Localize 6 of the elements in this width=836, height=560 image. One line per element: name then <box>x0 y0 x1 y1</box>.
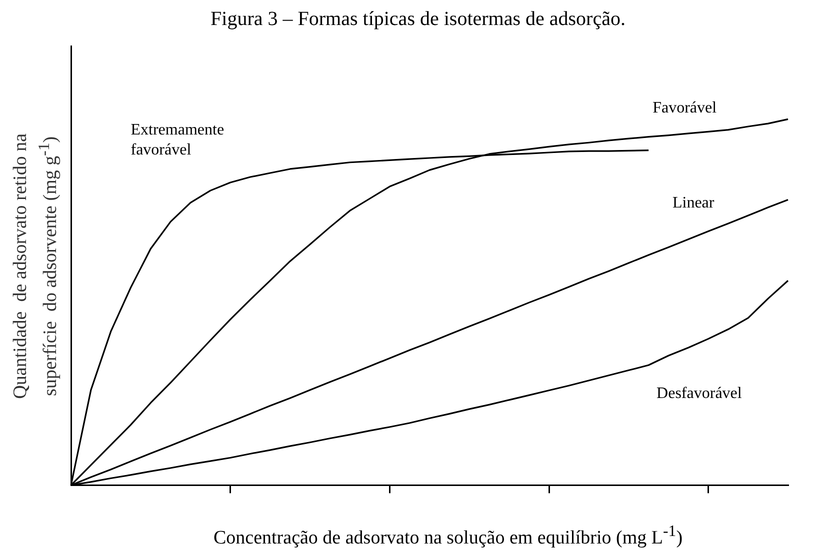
chart-title: Figura 3 – Formas típicas de isotermas de adsorção. <box>210 8 626 31</box>
series-label: Extremamente favorável <box>130 121 224 158</box>
series-label: Linear <box>672 194 715 212</box>
x-axis-title: Concentração de adsorvato na solução em equilíbrio (mg L$^{-1}$) <box>212 523 684 550</box>
series-label: Desfavorável <box>656 384 742 402</box>
series-label: Favorável <box>652 99 718 116</box>
